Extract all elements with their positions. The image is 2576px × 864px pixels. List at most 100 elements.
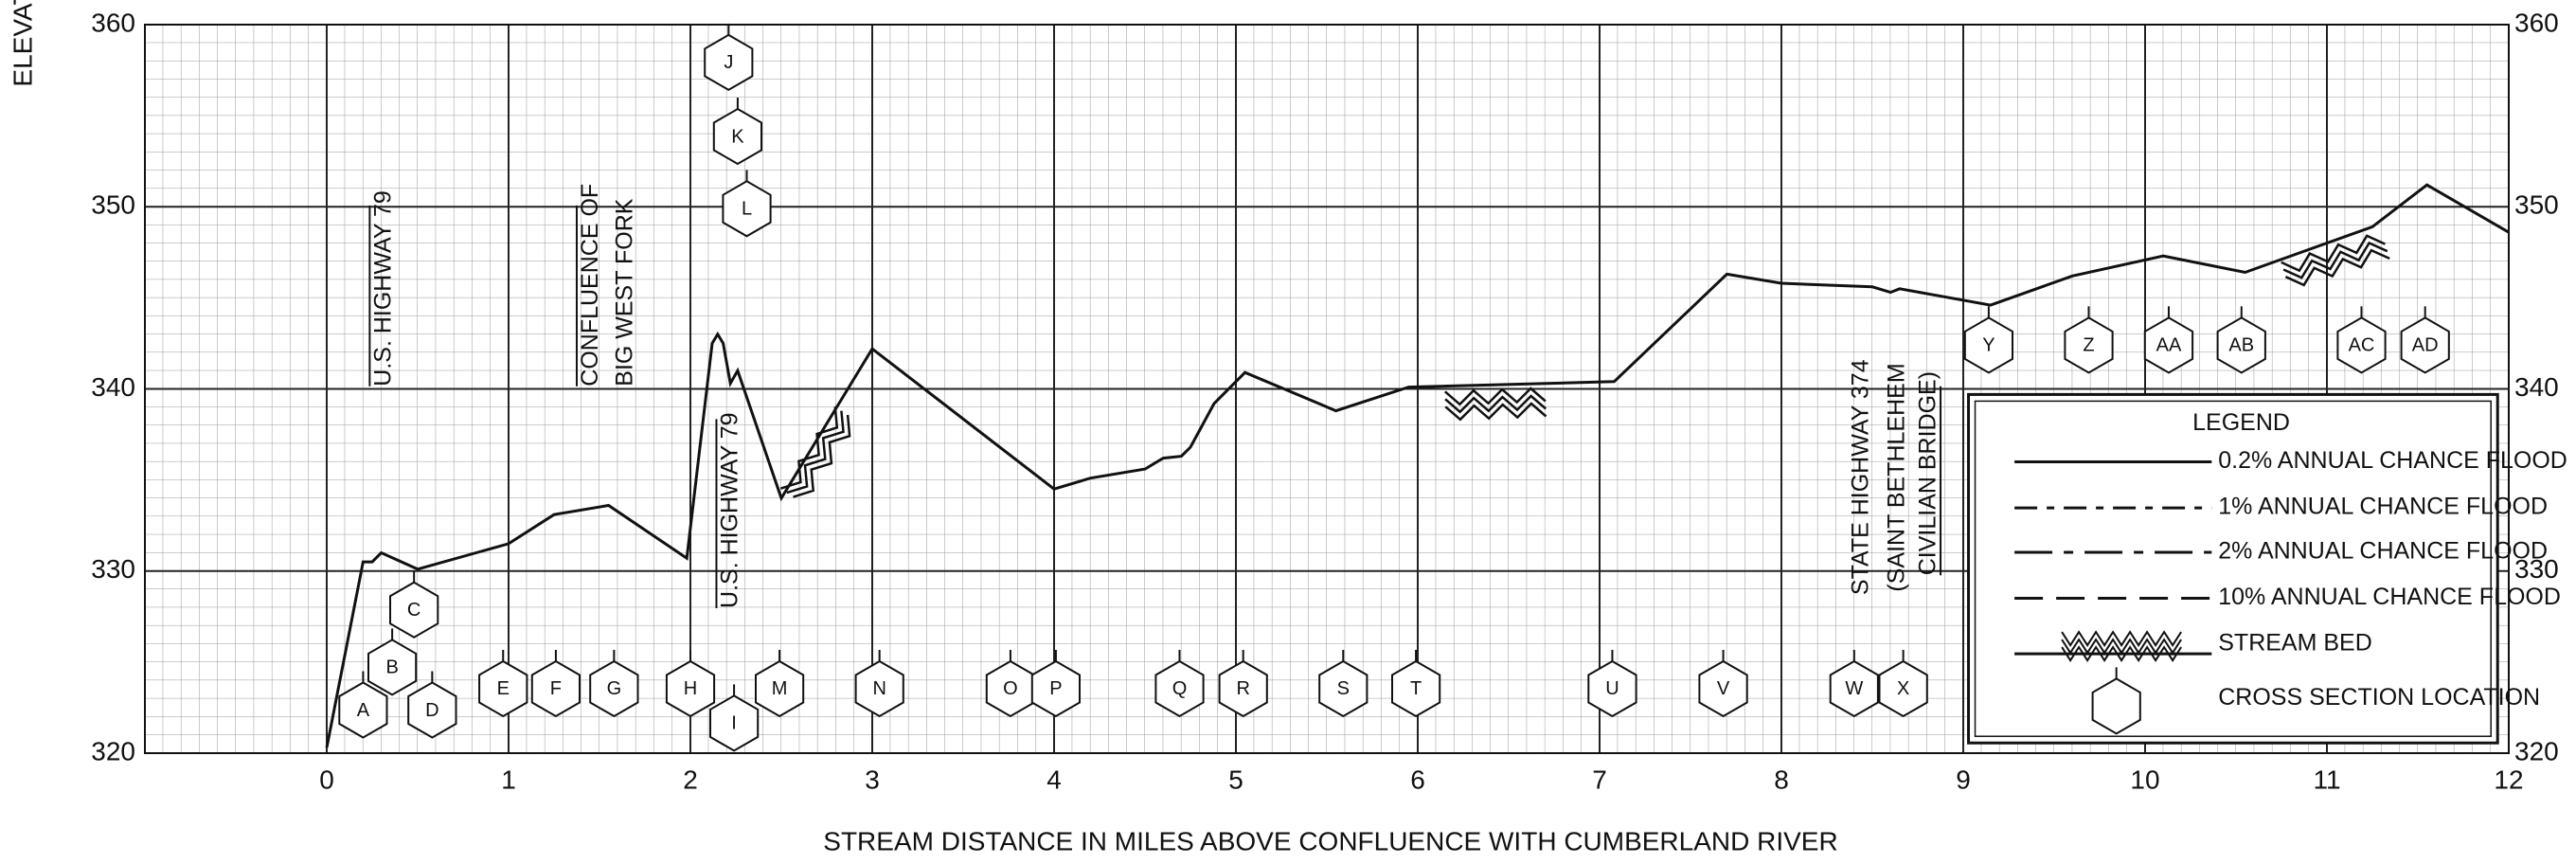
cross-section-marker [2336, 316, 2387, 374]
cross-section-marker [2400, 316, 2450, 374]
y2-tick-label: 340 [2514, 372, 2559, 402]
cross-section-label: AC [2349, 335, 2375, 356]
cross-section-marker [1218, 659, 1268, 718]
cross-section-label: H [684, 678, 697, 699]
x-tick-label: 9 [1956, 765, 1971, 794]
y2-tick-label: 350 [2514, 190, 2559, 220]
cross-section-marker [1030, 659, 1081, 718]
x-tick-label: 6 [1410, 765, 1425, 794]
x-tick-label: 8 [1774, 765, 1789, 794]
cross-section-label: O [1003, 678, 1018, 699]
cross-section-label: G [607, 678, 622, 699]
legend-swatch [2091, 677, 2141, 735]
y-tick-label: 350 [91, 190, 135, 220]
cross-section-label: Y [1982, 335, 1995, 356]
cross-section-label: F [550, 678, 562, 699]
y-tick-label: 360 [91, 8, 135, 37]
y-tick-label: 330 [91, 554, 135, 584]
cross-section-marker [2216, 316, 2266, 374]
cross-section-marker [589, 659, 639, 718]
y2-tick-label: 320 [2514, 736, 2559, 765]
y-tick-label: 340 [91, 372, 135, 402]
cross-section-marker [389, 581, 439, 639]
x-tick-label: 12 [2494, 765, 2523, 794]
cross-section-label: N [872, 678, 886, 699]
x-tick-label: 5 [1228, 765, 1243, 794]
cross-section-label: B [385, 657, 398, 678]
cross-section-marker [407, 681, 457, 739]
x-tick-label: 4 [1046, 765, 1062, 794]
legend-label: STREAM BED [2218, 630, 2372, 657]
legend-label: 1% ANNUAL CHANCE FLOOD [2218, 494, 2548, 520]
stream-bed [1443, 387, 1547, 422]
x-tick-label: 11 [2313, 765, 2340, 794]
annotation: STATE HIGHWAY 374 [1847, 359, 1873, 595]
y2-tick-label: 330 [2514, 554, 2559, 584]
annotation: (SAINT BETHLEHEM [1884, 363, 1910, 591]
legend-label: 0.2% ANNUAL CHANCE FLOOD [2218, 447, 2567, 474]
legend-box [1967, 392, 2499, 745]
cross-section-label: M [772, 678, 788, 699]
cross-section-marker [722, 180, 772, 238]
annotation: CIVILIAN BRIDGE) [1914, 371, 1941, 575]
x-tick-label: 3 [865, 765, 880, 794]
cross-section-label: A [357, 700, 370, 721]
cross-section-marker [709, 694, 760, 752]
legend-label: CROSS SECTION LOCATION [2218, 684, 2540, 711]
x-tick-label: 2 [683, 765, 698, 794]
cross-section-marker [1587, 659, 1637, 718]
cross-section-label: T [1410, 678, 1422, 699]
annotation: BIG WEST FORK [612, 198, 638, 386]
plot-frame [144, 24, 2510, 754]
cross-section-marker [755, 659, 805, 718]
cross-section-label: U [1605, 678, 1619, 699]
y2-tick-label: 360 [2514, 8, 2559, 37]
cross-section-marker [1829, 659, 1879, 718]
legend-swatch [2061, 630, 2182, 662]
cross-section-label: P [1049, 678, 1062, 699]
cross-section-label: K [731, 126, 744, 147]
cross-section-marker [2064, 316, 2114, 374]
cross-section-label: D [425, 700, 438, 721]
cross-section-label: L [742, 199, 752, 220]
y-axis-label: ELEVAT [8, 0, 37, 87]
cross-section-label: AD [2412, 335, 2439, 356]
cross-section-marker [704, 33, 754, 92]
x-tick-label: 0 [319, 765, 334, 794]
cross-section-marker [478, 659, 528, 718]
cross-section-label: I [731, 713, 737, 734]
annotation: CONFLUENCE OF [577, 184, 603, 387]
cross-section-marker [1963, 316, 2013, 374]
cross-section-label: AA [2156, 335, 2182, 356]
cross-section-label: J [724, 52, 733, 73]
x-tick-label: 10 [2130, 765, 2159, 794]
x-tick-label: 1 [501, 765, 516, 794]
cross-section-marker [530, 659, 581, 718]
profile-line [325, 183, 2510, 748]
cross-section-label: Q [1172, 678, 1188, 699]
y-tick-label: 320 [91, 736, 135, 765]
cross-section-marker [1878, 659, 1928, 718]
cross-section-marker [338, 681, 388, 739]
cross-section-label: R [1236, 678, 1249, 699]
cross-section-marker [854, 659, 904, 718]
cross-section-marker [2143, 316, 2194, 374]
x-axis-label: STREAM DISTANCE IN MILES ABOVE CONFLUENC… [823, 826, 1837, 855]
cross-section-marker [1698, 659, 1748, 718]
cross-section-marker [1391, 659, 1441, 718]
legend-label: 2% ANNUAL CHANCE FLOOD [2218, 538, 2548, 565]
cross-section-marker [712, 107, 762, 166]
legend-label: 10% ANNUAL CHANCE FLOOD [2218, 584, 2561, 610]
cross-section-label: E [497, 678, 510, 699]
annotation: U.S. HIGHWAY 79 [717, 412, 743, 608]
cross-section-marker [367, 639, 418, 696]
cross-section-label: AB [2228, 335, 2254, 356]
cross-section-label: C [407, 600, 420, 621]
annotation: U.S. HIGHWAY 79 [370, 190, 397, 387]
cross-section-label: S [1337, 678, 1350, 699]
cross-section-marker [1318, 659, 1368, 718]
cross-section-label: V [1717, 678, 1730, 699]
cross-section-marker [1154, 659, 1205, 718]
